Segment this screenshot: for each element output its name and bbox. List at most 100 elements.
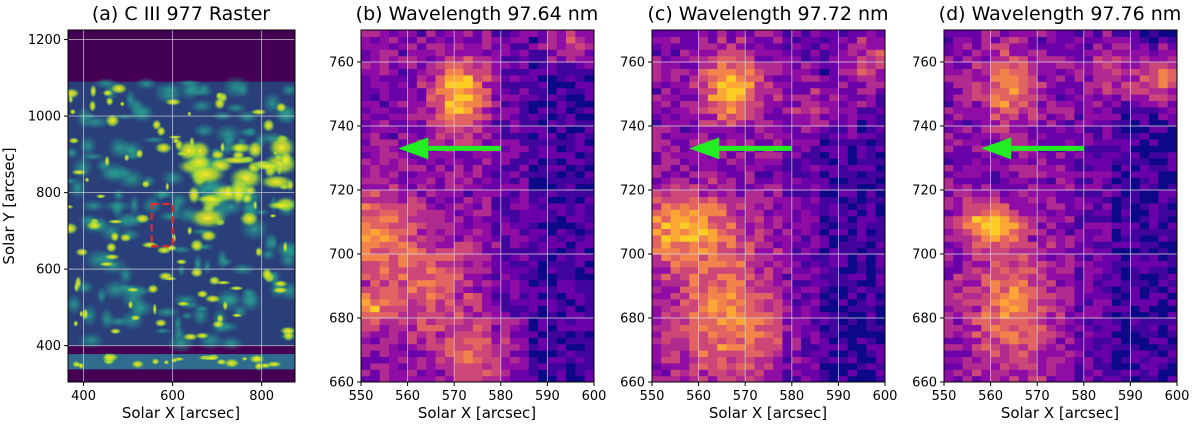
heat-cell: [547, 138, 558, 146]
heat-cell: [847, 260, 858, 268]
heat-cell: [482, 113, 493, 121]
heat-cell: [398, 305, 409, 313]
heat-cell: [1130, 132, 1141, 140]
heat-cell: [426, 356, 437, 364]
heat-cell: [717, 311, 728, 319]
heat-cell: [971, 119, 982, 127]
heat-cell: [1121, 279, 1131, 287]
heat-cell: [763, 350, 774, 357]
heat-cell: [679, 164, 690, 172]
heat-cell: [745, 311, 756, 319]
heat-cell: [416, 113, 427, 121]
heat-cell: [1139, 202, 1150, 210]
heat-cell: [361, 279, 371, 287]
heat-cell: [698, 298, 709, 306]
heat-cell: [981, 362, 992, 370]
heat-cell: [829, 337, 839, 345]
heat-cell: [1037, 164, 1048, 172]
heat-cell: [528, 311, 539, 319]
heat-cell: [754, 292, 765, 300]
heat-cell: [1074, 254, 1085, 261]
heat-cell: [698, 106, 709, 114]
heat-cell: [575, 177, 586, 185]
heat-cell: [819, 356, 830, 364]
heat-cell: [519, 215, 530, 223]
heat-cell: [857, 164, 867, 172]
heat-cell: [962, 42, 973, 50]
heat-cell: [379, 254, 390, 261]
heat-cell: [829, 228, 839, 236]
heat-cell: [416, 183, 427, 191]
heat-cell: [1121, 247, 1131, 255]
heat-cell: [1130, 343, 1141, 351]
heat-cell: [500, 196, 511, 204]
heat-cell: [538, 337, 548, 345]
heat-cell: [689, 151, 700, 159]
heat-cell: [435, 30, 446, 37]
heat-cell: [1009, 170, 1020, 178]
heat-cell: [698, 55, 709, 63]
heat-cell: [379, 190, 390, 197]
heat-cell: [754, 68, 765, 76]
heat-cell: [482, 222, 493, 229]
heat-cell: [670, 119, 681, 127]
heat-cell: [838, 196, 849, 204]
heat-cell: [735, 49, 746, 57]
heat-cell: [1102, 100, 1113, 108]
heat-cell: [1130, 170, 1141, 178]
heat-cell: [689, 164, 700, 172]
heat-cell: [698, 266, 709, 274]
heat-cell: [361, 266, 371, 274]
heat-cell: [491, 190, 502, 197]
heat-cell: [1149, 196, 1159, 204]
heat-cell: [670, 94, 681, 101]
heat-cell: [510, 215, 521, 223]
heat-cell: [689, 311, 700, 319]
heat-cell: [435, 234, 446, 242]
heat-cell: [726, 183, 737, 191]
heat-cell: [962, 151, 973, 159]
heat-cell: [1111, 350, 1122, 357]
heat-cell: [519, 228, 530, 236]
heat-cell: [707, 190, 718, 197]
heat-cell: [717, 158, 728, 165]
heat-cell: [962, 202, 973, 210]
heat-cell: [726, 298, 737, 306]
heat-cell: [556, 202, 567, 210]
heat-cell: [426, 138, 437, 146]
heat-cell: [1027, 311, 1038, 319]
heat-cell: [482, 151, 493, 159]
heat-cell: [689, 94, 700, 101]
heat-cell: [1149, 42, 1159, 50]
heat-cell: [670, 113, 681, 121]
heat-cell: [370, 170, 381, 178]
heat-cell: [547, 170, 558, 178]
heat-cell: [661, 81, 672, 89]
heat-cell: [370, 42, 381, 50]
heat-cell: [981, 138, 992, 146]
heat-cell: [379, 81, 390, 89]
heat-cell: [472, 350, 483, 357]
heat-cell: [689, 337, 700, 345]
heat-cell: [819, 49, 830, 57]
heat-cell: [652, 36, 662, 44]
heat-cell: [857, 209, 867, 217]
heat-cell: [1009, 324, 1020, 332]
heat-cell: [773, 49, 784, 57]
heat-cell: [801, 183, 812, 191]
heat-cell: [528, 324, 539, 332]
heat-cell: [981, 158, 992, 165]
heat-cell: [370, 279, 381, 287]
heat-cell: [1074, 132, 1085, 140]
y-tick-label: 800: [36, 186, 61, 201]
heat-cell: [435, 81, 446, 89]
heat-cell: [962, 260, 973, 268]
heat-cell: [500, 170, 511, 178]
heat-cell: [875, 369, 885, 377]
heat-cell: [707, 132, 718, 140]
heat-cell: [791, 158, 802, 165]
heat-cell: [1018, 260, 1029, 268]
heat-cell: [990, 62, 1001, 69]
heat-cell: [1139, 138, 1150, 146]
heat-cell: [482, 119, 493, 127]
